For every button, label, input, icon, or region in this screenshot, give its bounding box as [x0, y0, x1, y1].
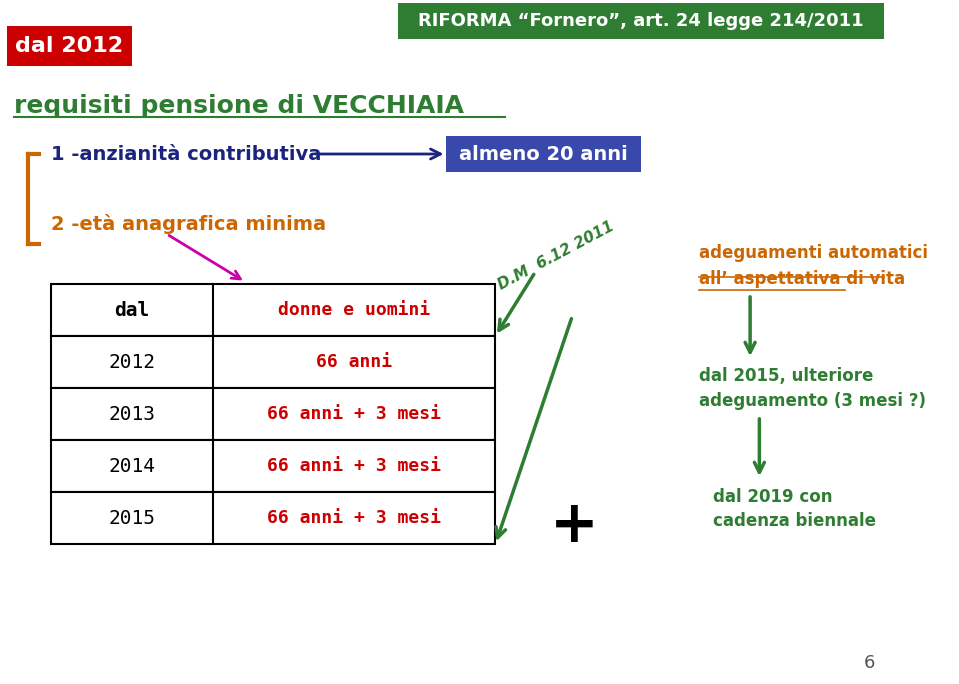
Text: almeno 20 anni: almeno 20 anni — [459, 144, 628, 163]
Text: 1 -anzianità contributiva: 1 -anzianità contributiva — [51, 144, 321, 163]
Text: requisiti pensione di VECCHIAIA: requisiti pensione di VECCHIAIA — [13, 94, 464, 118]
Bar — [51, 492, 496, 544]
Bar — [51, 388, 496, 440]
Text: dal 2015, ulteriore
adeguamento (3 mesi ?): dal 2015, ulteriore adeguamento (3 mesi … — [699, 367, 926, 410]
Text: dal 2019 con
cadenza biennale: dal 2019 con cadenza biennale — [713, 488, 877, 531]
Text: D.M  6.12 2011: D.M 6.12 2011 — [495, 219, 617, 293]
Text: 2013: 2013 — [108, 404, 155, 423]
Bar — [51, 336, 496, 388]
Text: 2012: 2012 — [108, 352, 155, 371]
Text: donne e uomini: donne e uomini — [278, 301, 431, 319]
Text: 66 anni: 66 anni — [316, 353, 392, 371]
Text: 2014: 2014 — [108, 456, 155, 475]
Text: 66 anni + 3 mesi: 66 anni + 3 mesi — [268, 509, 441, 527]
Text: dal: dal — [114, 300, 150, 319]
FancyBboxPatch shape — [8, 26, 132, 66]
Text: 2015: 2015 — [108, 508, 155, 527]
Text: +: + — [550, 497, 598, 555]
Text: adeguamenti automatici
all’ aspettativa di vita: adeguamenti automatici all’ aspettativa … — [699, 244, 928, 287]
Text: 2 -età anagrafica minima: 2 -età anagrafica minima — [51, 214, 326, 234]
Text: 6: 6 — [864, 654, 876, 672]
Text: 66 anni + 3 mesi: 66 anni + 3 mesi — [268, 457, 441, 475]
Bar — [51, 440, 496, 492]
FancyBboxPatch shape — [398, 3, 884, 39]
Bar — [51, 284, 496, 336]
FancyBboxPatch shape — [446, 136, 641, 172]
Text: dal 2012: dal 2012 — [15, 36, 124, 56]
Text: RIFORMA “Fornero”, art. 24 legge 214/2011: RIFORMA “Fornero”, art. 24 legge 214/201… — [418, 12, 864, 30]
Text: 66 anni + 3 mesi: 66 anni + 3 mesi — [268, 405, 441, 423]
